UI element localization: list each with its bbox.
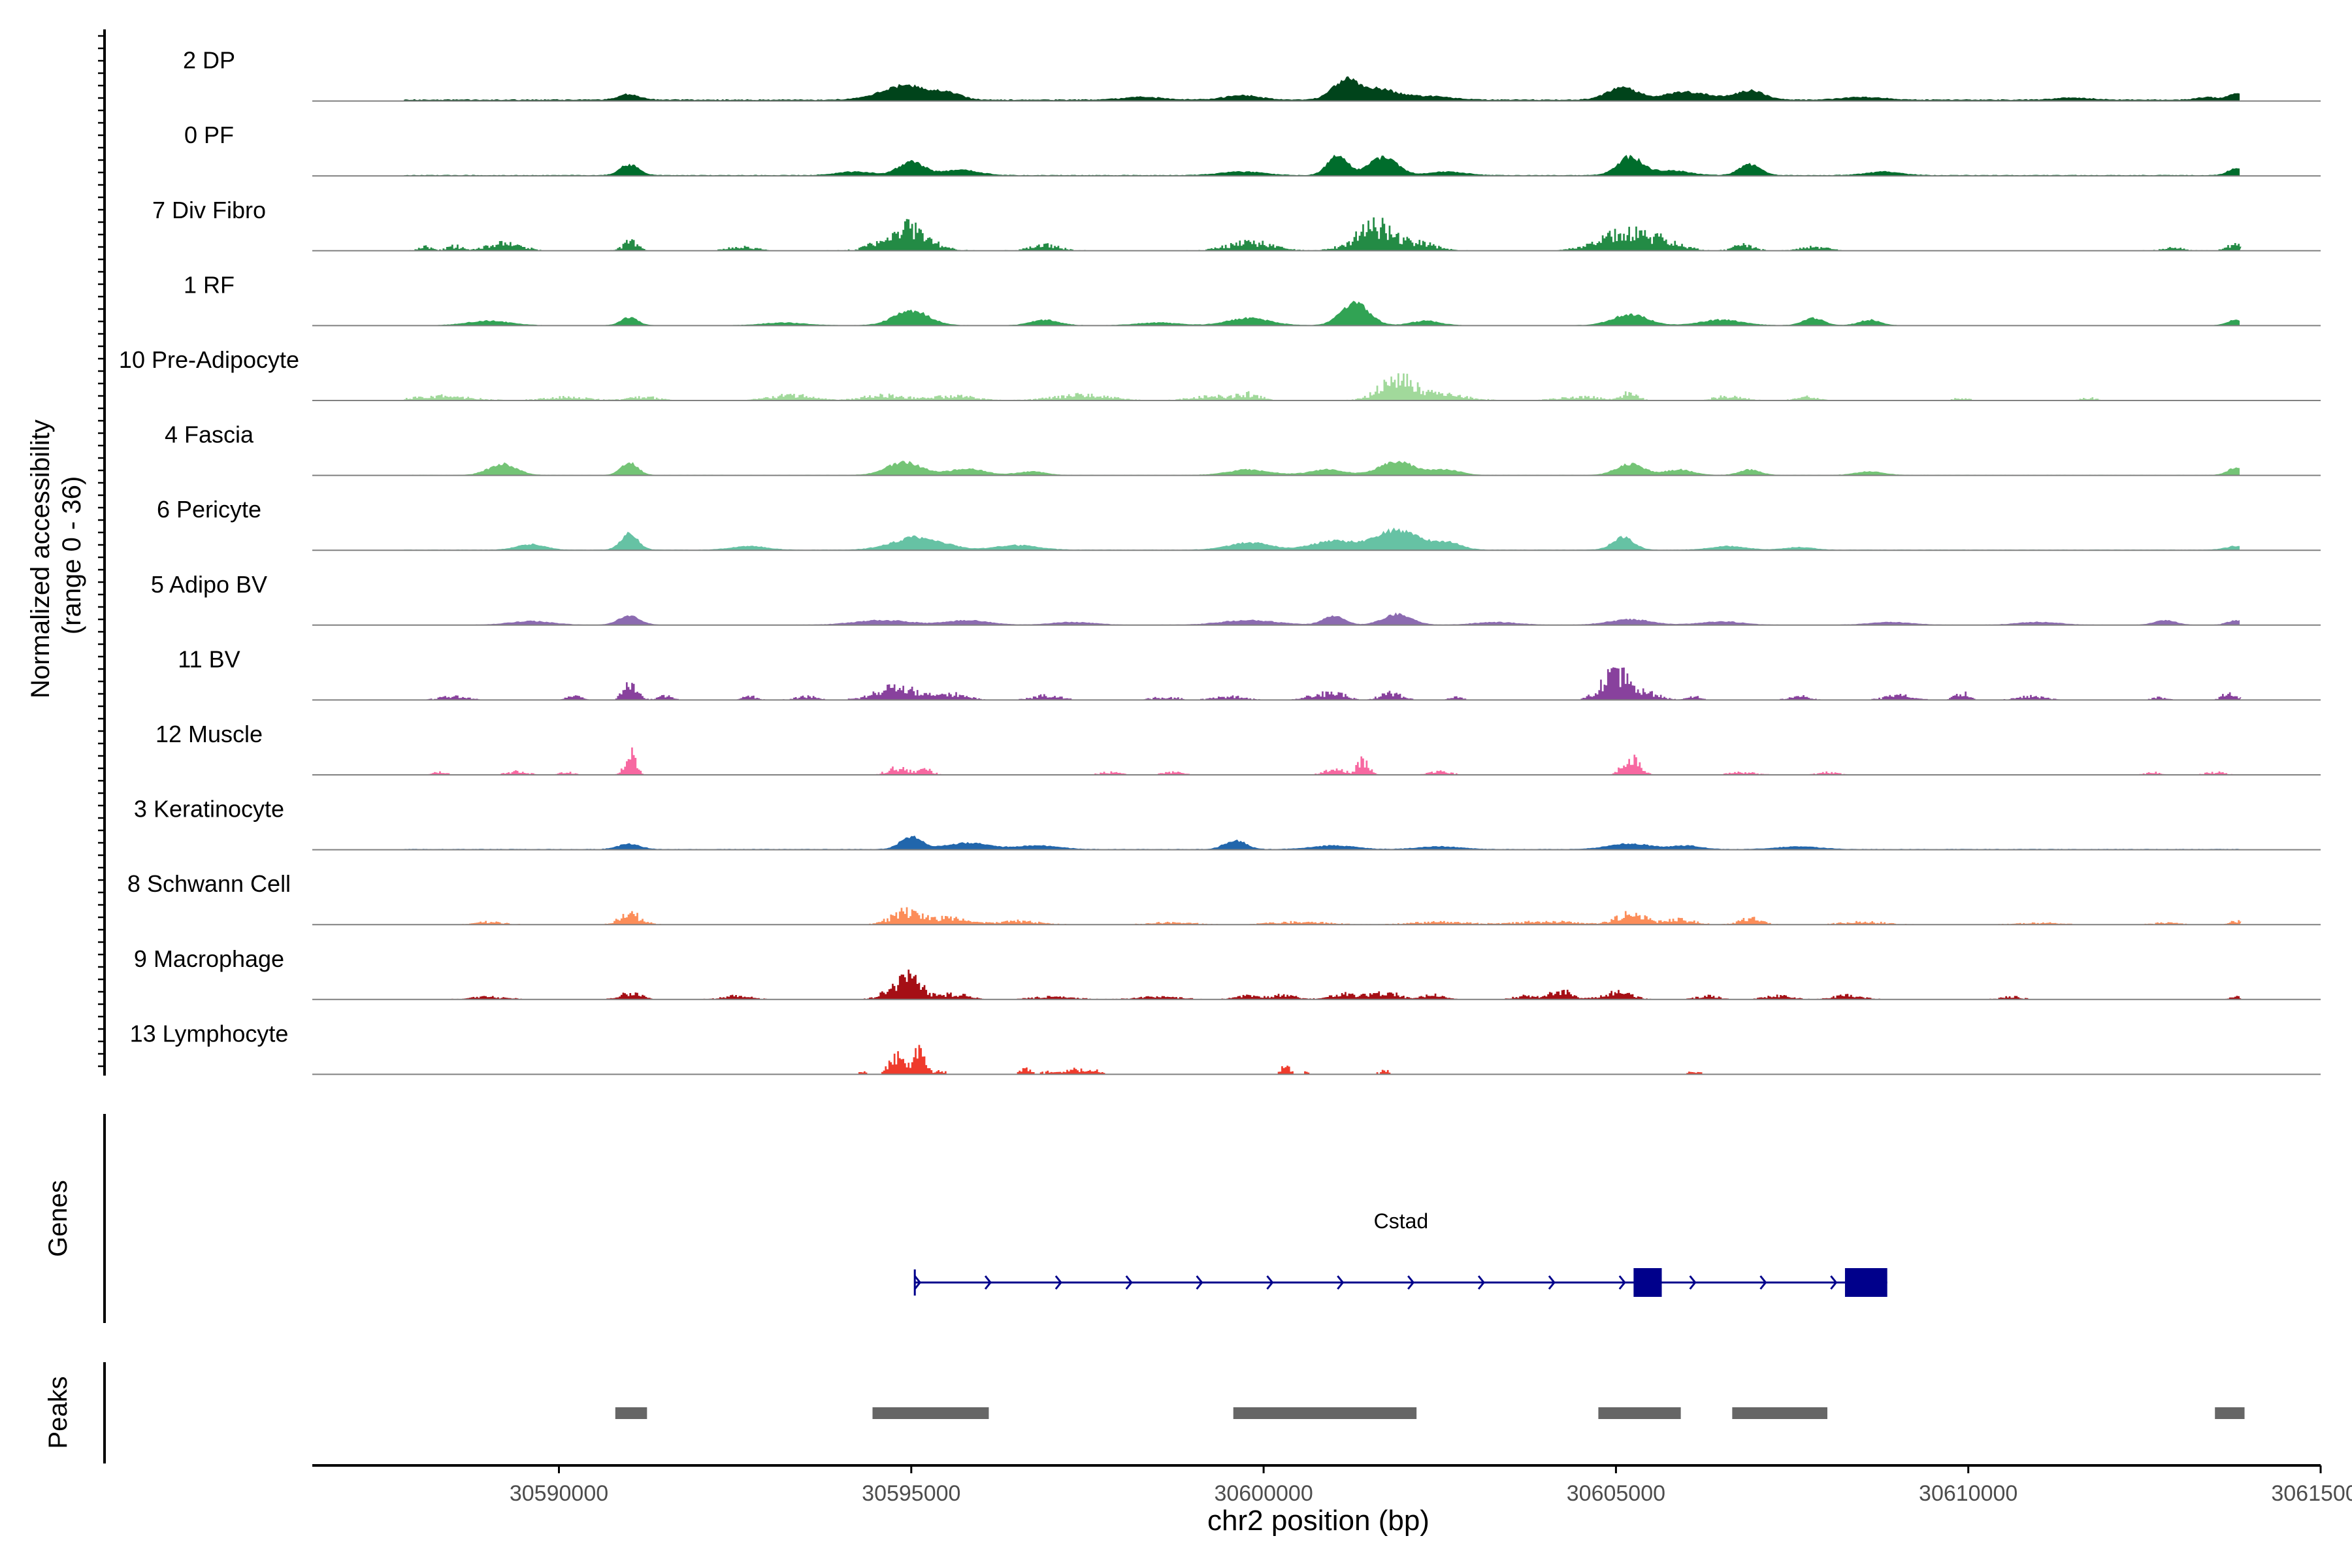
track-label: 5 Adipo BV: [151, 571, 267, 598]
strand-arrow: [984, 1275, 992, 1290]
x-tick-label: 30605000: [1567, 1481, 1665, 1506]
track-5-adipo-bv: 5 Adipo BV: [151, 571, 2321, 626]
coverage-area: [404, 461, 2240, 476]
track-label: 10 Pre-Adipocyte: [119, 346, 299, 373]
y-axis-label-line1: Normalized accessibility: [26, 419, 55, 698]
track-7-div-fibro: 7 Div Fibro: [152, 197, 2321, 252]
strand-arrow: [1054, 1275, 1062, 1290]
strand-arrow: [1196, 1275, 1203, 1290]
track-2-dp: 2 DP: [183, 47, 2321, 102]
x-tick-label: 30595000: [862, 1481, 960, 1506]
track-10-pre-adipocyte: 10 Pre-Adipocyte: [119, 346, 2321, 401]
track-label: 1 RF: [184, 271, 235, 298]
coverage-area: [404, 612, 2240, 625]
peak-region: [2215, 1407, 2245, 1419]
x-tick-label: 30600000: [1214, 1481, 1313, 1506]
track-label: 11 BV: [178, 645, 240, 672]
strand-arrow: [1689, 1275, 1697, 1290]
track-8-schwann-cell: 8 Schwann Cell: [127, 870, 2321, 926]
strand-arrow: [914, 1275, 922, 1290]
coverage-area: [404, 527, 2240, 551]
peaks-panel-label: Peaks: [44, 1376, 73, 1448]
peaks-panel: Peaks: [44, 1362, 2245, 1463]
track-label: 4 Fascia: [165, 421, 254, 448]
track-1-rf: 1 RF: [184, 271, 2321, 327]
y-axis-label-line2: (range 0 - 36): [57, 476, 86, 634]
track-3-keratinocyte: 3 Keratinocyte: [134, 796, 2321, 851]
strand-arrow: [1477, 1275, 1486, 1290]
track-label: 9 Macrophage: [134, 945, 284, 972]
peak-region: [872, 1407, 989, 1419]
track-11-bv: 11 BV: [178, 645, 2321, 701]
track-label: 3 Keratinocyte: [134, 796, 284, 823]
track-label: 2 DP: [183, 47, 235, 74]
strand-arrow: [1125, 1275, 1133, 1290]
track-13-lymphocyte: 13 Lymphocyte: [130, 1020, 2321, 1075]
track-4-fascia: 4 Fascia: [165, 421, 2321, 476]
x-tick-label: 30590000: [510, 1481, 608, 1506]
gene-cstad: Cstad: [913, 1209, 1887, 1297]
track-label: 6 Pericyte: [157, 496, 261, 523]
genes-panel: Genes Cstad: [44, 1114, 1887, 1323]
x-axis: 30590000 30595000 30600000 30605000 30610000…: [312, 1464, 2352, 1506]
strand-arrow: [1337, 1275, 1345, 1290]
strand-arrow: [1618, 1275, 1626, 1290]
track-label: 13 Lymphocyte: [130, 1020, 289, 1047]
track-label: 8 Schwann Cell: [127, 870, 291, 897]
strand-arrow: [1830, 1275, 1838, 1290]
track-6-pericyte: 6 Pericyte: [157, 496, 2321, 551]
track-label: 0 PF: [184, 122, 234, 148]
peak-region: [1732, 1407, 1827, 1419]
strand-arrow: [1548, 1275, 1556, 1290]
peak-region: [615, 1407, 647, 1419]
exon-block: [1633, 1268, 1662, 1297]
x-axis-label: chr2 position (bp): [1207, 1505, 1429, 1537]
coverage-area: [404, 836, 2240, 850]
strand-arrow: [1407, 1275, 1415, 1290]
track-12-muscle: 12 Muscle: [155, 721, 2321, 776]
exon-block: [1844, 1268, 1887, 1297]
strand-arrow: [1759, 1275, 1767, 1290]
strand-arrow: [1266, 1275, 1274, 1290]
coverage-area: [404, 154, 2240, 176]
x-tick-label: 30615000: [2271, 1481, 2352, 1506]
coverage-tracks: 2 DP 0 PF 7 Div Fibro 1 RF 10 Pre-Adipocyte 4…: [119, 47, 2321, 1075]
track-9-macrophage: 9 Macrophage: [134, 945, 2321, 1000]
x-tick-label: 30610000: [1919, 1481, 2017, 1506]
peak-regions: [615, 1407, 2245, 1419]
gene-annotations: Cstad: [913, 1209, 1887, 1297]
track-label: 7 Div Fibro: [152, 197, 266, 223]
peak-region: [1598, 1407, 1681, 1419]
track-0-pf: 0 PF: [184, 122, 2321, 177]
genes-panel-label: Genes: [44, 1180, 73, 1257]
y-axis-label: Normalized accessibility (range 0 - 36): [26, 412, 86, 698]
peak-region: [1233, 1407, 1417, 1419]
gene-label: Cstad: [1374, 1209, 1429, 1233]
track-label: 12 Muscle: [155, 721, 263, 747]
coverage-y-axis: [98, 29, 106, 1076]
coverage-area: [404, 667, 2242, 700]
coverage-area: [404, 76, 2240, 101]
